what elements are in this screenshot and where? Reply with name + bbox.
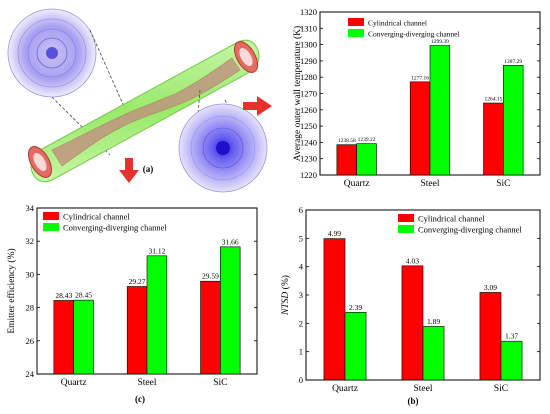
y-tick-label: 3 [299,290,303,300]
y-tick-label: 30 [26,269,35,279]
x-tick-label: SiC [496,179,510,189]
y-axis-label: Emitter efficiency (%) [6,248,17,333]
x-tick-label: Quartz [344,179,370,189]
data-label: 1238.58 [338,138,356,144]
data-label: 29.27 [129,277,146,286]
bar-converging-diverging [429,45,451,176]
panel-a-schematic: (a) [7,8,268,193]
y-axis-label: NTSD (%) [280,275,291,316]
bar-converging-diverging [503,65,524,176]
x-tick-label: Quartz [332,384,358,394]
data-label: 1.89 [427,317,440,326]
x-tick-label: Steel [421,179,440,189]
bar-converging-diverging [422,326,445,381]
panel-a-label: (a) [143,164,154,174]
data-label: 1239.22 [358,137,376,143]
chart-average-outer-wall-temperature: 1220 1230 1240 1250 1260 1270 1280 1290 1300 1310… [292,7,541,189]
data-label: 1287.29 [504,59,522,65]
legend-entry: Converging-diverging channel [63,223,167,233]
y-tick-label: 5 [299,233,303,243]
throat-cross-section-disc [178,103,268,193]
y-tick-label: 1280 [300,72,317,82]
y-tick-label: 1260 [300,105,317,115]
y-tick-label: 1240 [300,137,317,147]
x-tick-label: SiC [494,384,508,394]
legend-swatch [348,29,364,37]
y-tick-label: 34 [26,203,35,213]
bar-cylindrical [323,238,346,381]
data-label: 4.99 [328,229,341,238]
y-tick-label: 24 [26,369,35,379]
legend-swatch [398,225,414,233]
y-tick-label: 2 [299,318,303,328]
bar-converging-diverging [220,246,241,375]
legend-swatch [398,214,414,222]
y-tick-label: 1300 [300,40,317,50]
legend-entry: Converging-diverging channel [418,225,522,235]
bar-converging-diverging [73,299,94,375]
bar-cylindrical [483,102,504,176]
chart-emitter-efficiency: 24 26 28 30 32 34 Emitter efficiency (%) Quartz… [6,203,258,388]
data-label: 2.39 [349,303,362,312]
data-label: 31.12 [148,246,165,255]
legend-entry: Converging-diverging channel [368,30,460,39]
y-tick-label: 4 [299,262,304,272]
arrow-to-panel-c [119,158,139,183]
y-tick-label: 1 [299,347,303,357]
converging-diverging-tube [27,39,260,183]
data-label: 1277.16 [411,75,429,81]
x-tick-label: Quartz [61,378,87,388]
panel-c-label: (c) [135,394,145,404]
y-axis-label: Average outer wall temperature (K) [292,26,303,161]
legend-swatch [43,223,59,231]
data-label: 1299.39 [431,39,449,45]
y-tick-label: 1220 [300,170,317,180]
bar-cylindrical [409,81,431,176]
y-tick-label: 26 [26,336,35,346]
legend-swatch [43,212,59,220]
y-tick-label: 0 [299,375,303,385]
bar-cylindrical [401,265,424,381]
y-tick-label: 1320 [300,7,317,17]
y-tick-label: 1270 [300,89,317,99]
bar-cylindrical [126,286,148,375]
callout-line [51,96,111,156]
legend-entry: Cylindrical channel [368,19,427,28]
inlet-cross-section-disc [7,8,97,98]
data-label: 31.66 [222,237,239,246]
bar-cylindrical [479,292,502,381]
data-label: 29.59 [202,272,219,281]
y-tick-label: 32 [26,236,35,246]
x-tick-label: Steel [414,384,433,394]
y-tick-label: 1230 [300,154,317,164]
bar-converging-diverging [500,340,523,381]
data-label: 1264.15 [484,97,502,103]
data-label: 28.45 [75,291,92,300]
bar-cylindrical [53,300,74,375]
y-tick-label: 1290 [300,56,317,66]
x-tick-label: Steel [138,378,157,388]
data-label: 4.03 [406,256,419,265]
legend-entry: Cylindrical channel [418,214,485,224]
data-label: 1.37 [505,332,518,341]
legend-swatch [348,18,364,26]
y-tick-label: 28 [26,303,35,313]
x-tick-label: SiC [213,378,227,388]
data-label: 3.09 [484,283,497,292]
bar-cylindrical [336,144,357,176]
panel-b-label: (b) [408,396,419,406]
y-tick-label: 1250 [300,121,317,131]
chart-ntsd: 0 1 2 3 4 5 6 NTSD (%) Quartz 4.99 2.39 Steel 4.03 1.… [280,205,541,394]
y-tick-label: 6 [299,205,303,215]
arrow-to-panel-b [243,96,272,116]
bar-converging-diverging [356,143,377,176]
legend-entry: Cylindrical channel [63,212,130,222]
data-label: 28.43 [55,291,72,300]
bar-converging-diverging [146,255,168,375]
bar-converging-diverging [344,311,367,381]
bar-cylindrical [200,280,221,375]
y-tick-label: 1310 [300,23,317,33]
